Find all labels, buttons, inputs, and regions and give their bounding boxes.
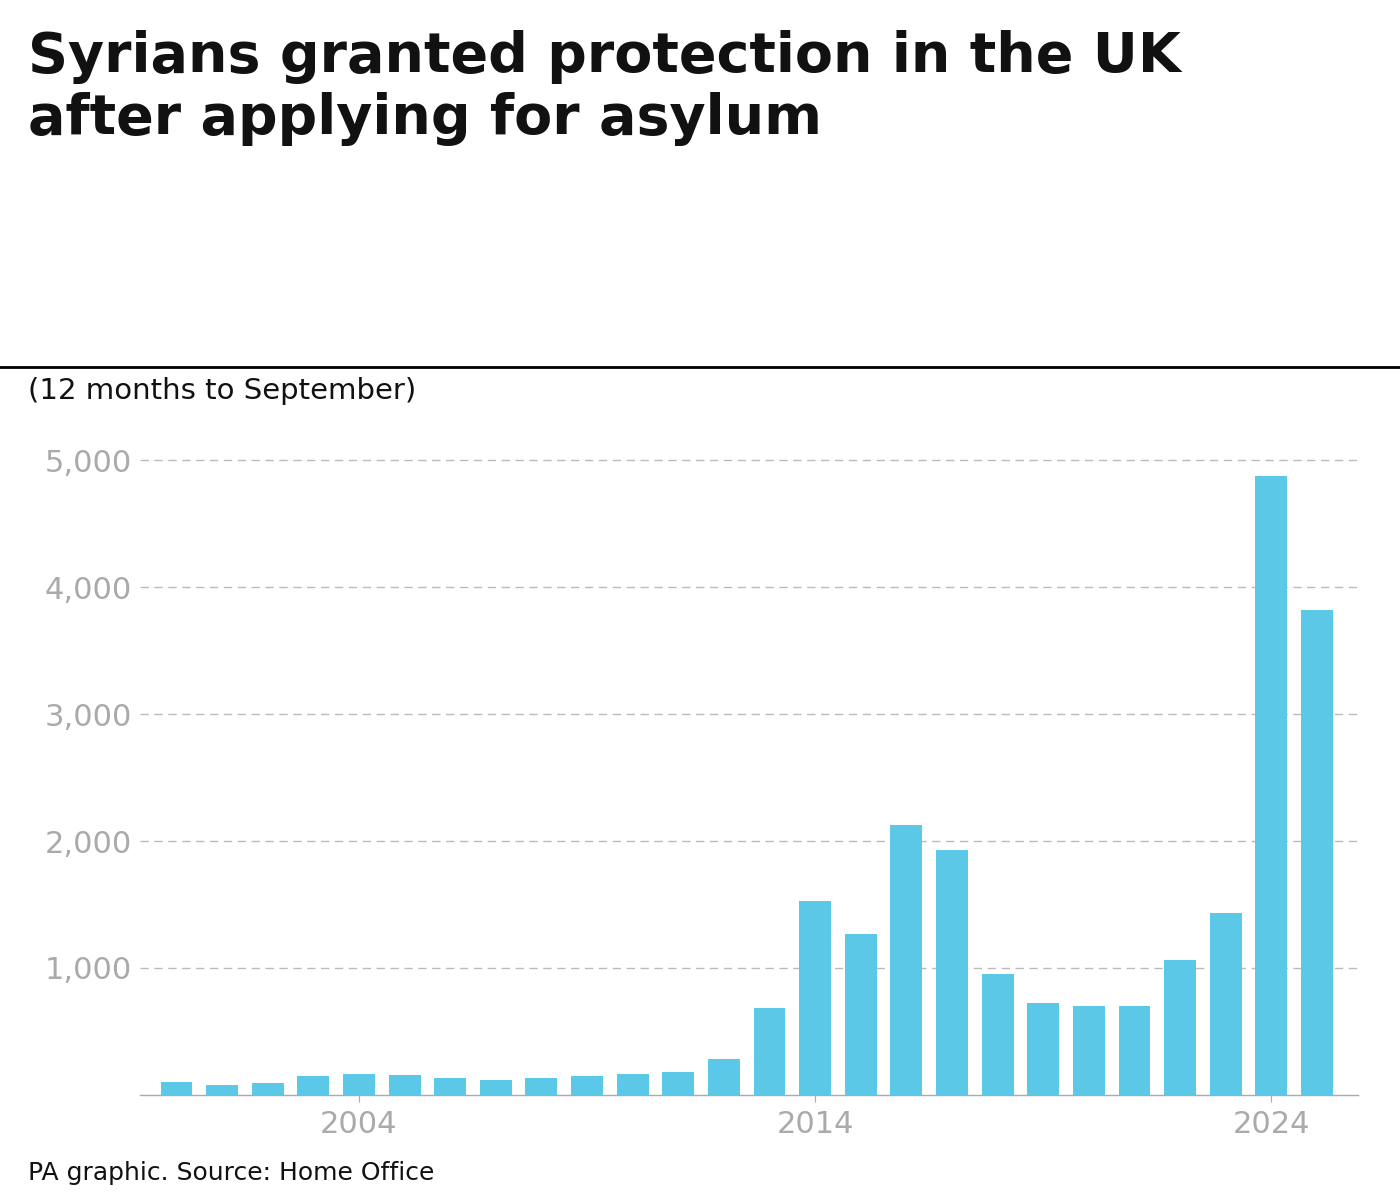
Bar [206,1085,238,1095]
Bar [252,1084,284,1095]
Bar [1072,1006,1105,1095]
Bar [161,1081,192,1095]
Bar [617,1074,648,1095]
Bar [343,1074,375,1095]
Bar [1210,913,1242,1095]
Bar [1028,1003,1060,1095]
Bar [753,1008,785,1095]
Bar [389,1075,420,1095]
Bar [981,974,1014,1095]
Bar [799,901,832,1095]
Bar [571,1075,603,1095]
Bar [1256,475,1287,1095]
Text: Syrians granted protection in the UK
after applying for asylum: Syrians granted protection in the UK aft… [28,30,1180,147]
Bar [434,1078,466,1095]
Bar [1165,960,1196,1095]
Text: (12 months to September): (12 months to September) [28,377,416,404]
Bar [1301,610,1333,1095]
Bar [1119,1006,1151,1095]
Bar [525,1078,557,1095]
Bar [890,824,923,1095]
Bar [662,1072,694,1095]
Bar [480,1079,512,1095]
Bar [937,849,967,1095]
Text: PA graphic. Source: Home Office: PA graphic. Source: Home Office [28,1161,434,1185]
Bar [708,1059,739,1095]
Bar [297,1075,329,1095]
Bar [844,934,876,1095]
